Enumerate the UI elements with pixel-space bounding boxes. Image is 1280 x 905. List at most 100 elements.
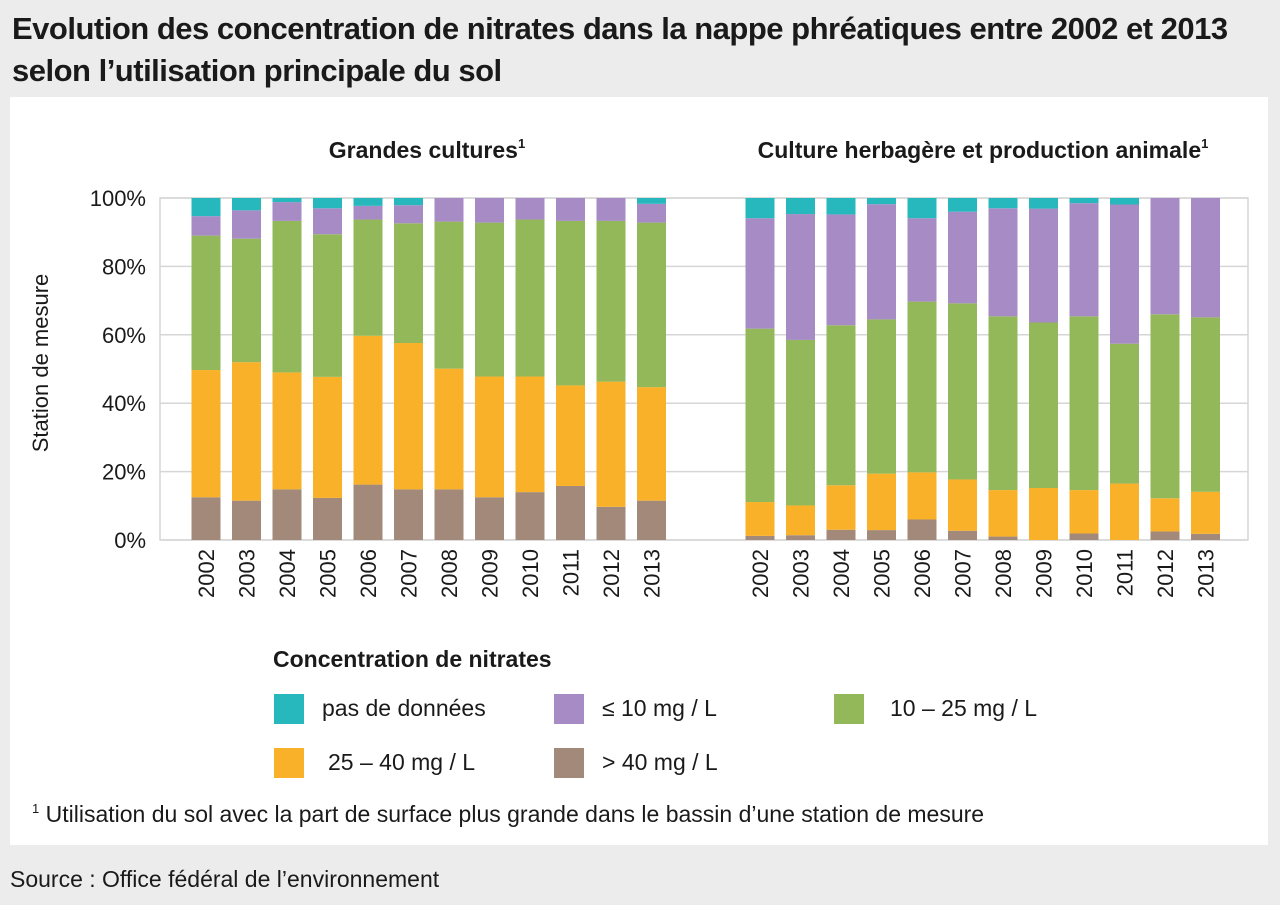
bar-segment [1069,316,1099,491]
bar-segment [515,376,545,493]
bar-segment [826,529,856,540]
bar-segment [988,198,1018,209]
bar-segment [1029,322,1058,489]
bar-segment [596,381,626,507]
bar-segment [867,198,896,205]
bar-segment [907,519,937,540]
legend-swatch [554,694,584,724]
bar-segment [637,222,666,388]
bar-segment [1069,490,1099,534]
x-tick-label: 2007 [397,549,422,598]
panel-title: Grandes cultures1 [329,136,525,163]
bar-segment [1110,343,1139,484]
bar-segment [556,485,585,540]
chart-title: Evolution des concentration de nitrates … [12,11,1228,88]
bar-segment [988,490,1018,537]
bar-segment [1029,208,1058,323]
bar-segment [948,303,977,480]
bar-segment [948,530,977,540]
legend-label: 25 – 40 mg / L [328,749,476,775]
y-tick-label: 20% [102,460,146,485]
bar-segment [434,368,464,490]
legend-swatch [274,694,304,724]
x-tick-label: 2002 [748,549,773,598]
footnote-mark: 1 [32,801,40,816]
bar-segment [786,198,815,215]
bar-segment [394,223,423,344]
bar-segment [988,536,1018,540]
bar-segment [434,489,464,540]
bar-segment [907,218,937,302]
bar-segment [232,362,261,501]
x-tick-label: 2010 [1072,549,1097,598]
bar-segment [826,325,856,486]
bar-segment [867,319,896,474]
source-note: Source : Office fédéral de l’environneme… [10,866,440,892]
bar-segment [1029,488,1058,540]
bar-segment [475,497,504,540]
legend-swatch [554,748,584,778]
bar-segment [232,500,261,540]
bar-segment [596,198,626,221]
x-tick-label: 2005 [870,549,895,598]
bar-segment [1191,491,1220,534]
bar-segment [786,505,815,536]
bar-segment [867,204,896,320]
bar-segment [272,220,302,373]
x-tick-label: 2003 [789,549,814,598]
footnote-text: Utilisation du sol avec la part de surfa… [39,801,985,827]
bar-segment [826,214,856,326]
bar-segment [353,219,383,336]
legend-swatch [274,748,304,778]
bar-segment [745,198,775,219]
bar-segment [313,198,342,209]
x-tick-label: 2005 [316,549,341,598]
bar-segment [191,198,221,217]
x-tick-label: 2004 [829,549,854,598]
bar-segment [394,343,423,490]
bar-segment [191,497,221,540]
bar-segment [191,216,221,236]
bar-segment [1150,198,1180,315]
bar-segment [907,198,937,219]
x-tick-label: 2006 [910,549,935,598]
x-tick-label: 2002 [194,549,219,598]
bar-segment [948,211,977,304]
x-tick-label: 2006 [356,549,381,598]
bar-segment [637,198,666,204]
bar-segment [826,485,856,530]
x-tick-label: 2010 [518,549,543,598]
y-tick-label: 80% [102,254,146,279]
bar-segment [556,220,585,386]
panel-title-sup: 1 [1201,136,1208,151]
legend-label: ≤ 10 mg / L [602,695,717,721]
bar-segment [988,316,1018,491]
bar-segment [313,234,342,377]
bar-segment [394,489,423,540]
legend-label: pas de données [322,695,486,721]
legend-title: Concentration de nitrates [273,646,552,672]
bar-segment [1191,198,1220,318]
bar-segment [475,222,504,377]
y-tick-label: 60% [102,323,146,348]
bar-segment [475,198,504,223]
bar-segment [515,198,545,220]
bar-segment [867,530,896,540]
bar-segment [1110,204,1139,344]
bar-segment [232,210,261,239]
bar-segment [313,208,342,235]
bar-segment [1150,531,1180,540]
y-tick-label: 100% [90,186,146,211]
bar-segment [637,500,666,540]
legend-swatch [834,694,864,724]
bar-segment [272,198,302,203]
bar-segment [1069,533,1099,540]
panel-title: Culture herbagère et production animale1 [758,136,1209,163]
bar-segment [786,214,815,340]
footnote: 1 Utilisation du sol avec la part de sur… [32,801,984,828]
bar-segment [596,506,626,540]
x-tick-label: 2013 [1194,549,1219,598]
bar-segment [907,301,937,473]
x-tick-label: 2009 [478,549,503,598]
x-tick-label: 2009 [1032,549,1057,598]
